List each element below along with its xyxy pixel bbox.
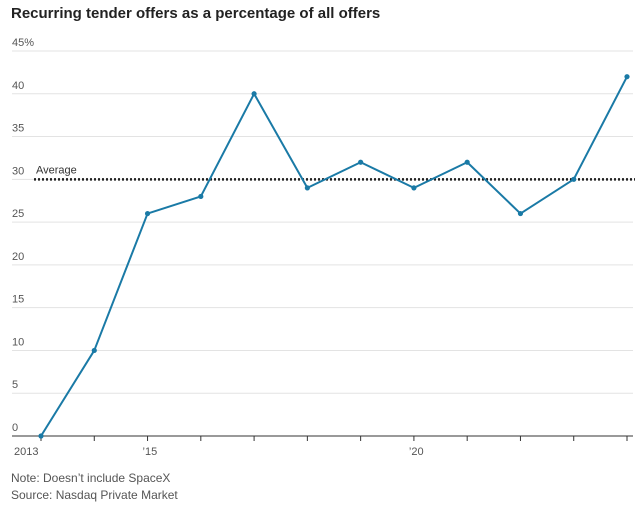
gridlines xyxy=(12,50,633,394)
y-tick-label-35: 35 xyxy=(12,123,24,135)
tick-labels: 0 5 10 15 20 25 30 35 40 45% 2013 ’15 ’20 xyxy=(12,37,424,458)
data-point-2019 xyxy=(358,159,364,165)
average-label: Average xyxy=(36,164,77,176)
data-point-2024 xyxy=(624,74,630,80)
data-point-2020 xyxy=(411,185,417,191)
y-tick-label-5: 5 xyxy=(12,379,18,391)
average-reference: Average xyxy=(34,164,635,181)
data-point-2022 xyxy=(517,210,524,217)
data-point-2017 xyxy=(251,91,257,97)
series-line-0 xyxy=(40,76,628,437)
data-point-2018 xyxy=(304,185,310,191)
y-tick-label-20: 20 xyxy=(12,251,24,263)
data-point-2021 xyxy=(464,159,470,165)
y-tick-label-25: 25 xyxy=(12,208,24,220)
x-tick-label-2020: ’20 xyxy=(409,446,424,458)
data-point-2013 xyxy=(38,433,44,439)
footnotes: Note: Doesn’t include SpaceX Source: Nas… xyxy=(11,470,178,504)
chart-title: Recurring tender offers as a percentage … xyxy=(11,5,381,22)
data-point-2023 xyxy=(571,176,577,182)
chart-source: Source: Nasdaq Private Market xyxy=(11,488,178,502)
y-tick-label-15: 15 xyxy=(12,294,24,306)
y-tick-label-30: 30 xyxy=(12,165,24,177)
y-tick-label-0: 0 xyxy=(12,422,18,434)
y-tick-label-45: 45% xyxy=(12,37,34,49)
data-point-2015 xyxy=(144,210,151,217)
series-line-group xyxy=(38,74,630,439)
y-tick-label-40: 40 xyxy=(12,80,24,92)
data-point-2016 xyxy=(198,193,204,200)
y-tick-label-10: 10 xyxy=(12,336,24,348)
data-point-2014 xyxy=(91,347,97,354)
chart-note: Note: Doesn’t include SpaceX xyxy=(11,471,171,485)
x-tick-label-2015: ’15 xyxy=(143,446,158,458)
line-chart: Average 0 5 10 15 20 25 30 35 40 45% 2013 ’15 ’20 xyxy=(12,37,635,458)
x-tick-label-2013: 2013 xyxy=(14,446,38,458)
x-axis xyxy=(12,435,633,441)
